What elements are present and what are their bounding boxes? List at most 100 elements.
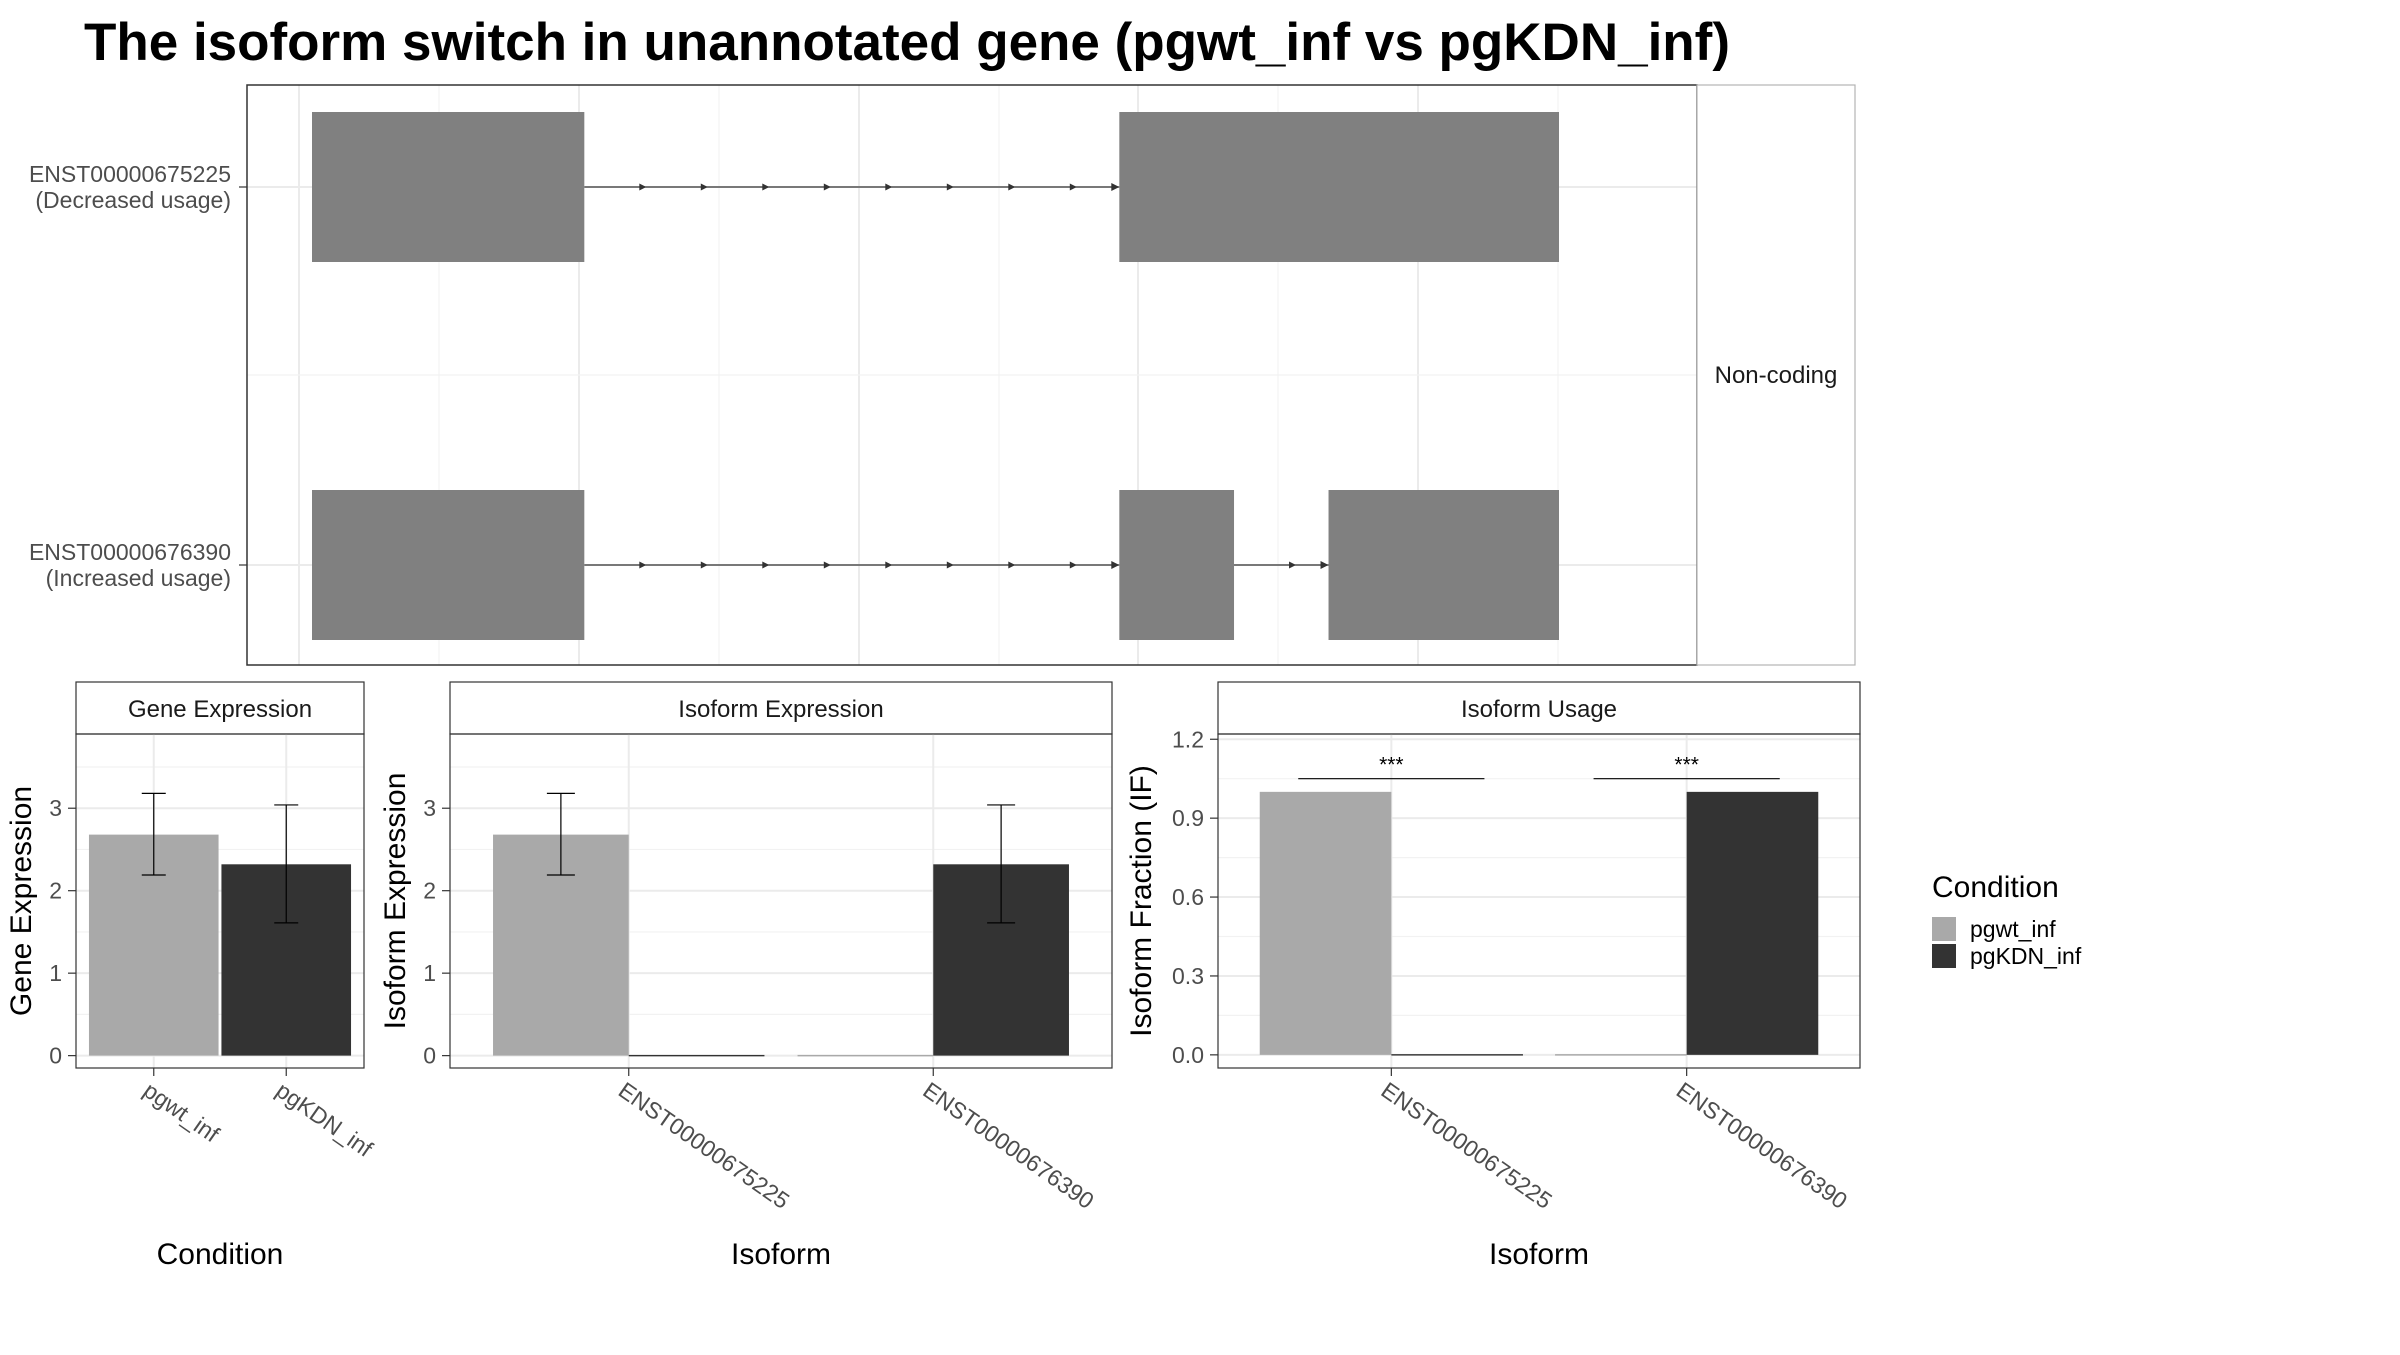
intron-direction-arrow <box>1008 183 1016 191</box>
isoform-usage-x-title: Isoform <box>1489 1238 1589 1271</box>
legend-title: Condition <box>1932 871 2059 904</box>
intron-direction-arrow <box>762 183 770 191</box>
gene-expression-errorbars <box>141 792 299 924</box>
use-x-tick-label-enst00000676390: ENST00000676390 <box>1672 1077 1852 1214</box>
isoform-usage-strip-title: Isoform Usage <box>1461 696 1617 723</box>
isoform-usage-note-enst00000676390: (Increased usage) <box>46 565 231 591</box>
isoform-expression-border <box>449 733 1113 1069</box>
intron-direction-arrow <box>700 561 708 569</box>
isoform-usage-strip <box>1217 681 1861 735</box>
isoform-expression-strip-title: Isoform Expression <box>678 696 883 723</box>
iso-y-tick-label: 0 <box>423 1043 436 1069</box>
exon-enst00000676390-3 <box>1328 490 1560 640</box>
isoform-axis-labels: ENST00000675225(Decreased usage) ENST0000… <box>29 161 247 591</box>
intron-direction-arrow <box>946 561 954 569</box>
use-y-tick-label: 0.3 <box>1172 963 1204 989</box>
intron-direction-arrow <box>1320 561 1329 569</box>
isoform-label-enst00000676390: ENST00000676390 <box>29 539 231 565</box>
intron-direction-arrow <box>700 183 708 191</box>
isoform-expression-bars <box>493 834 1069 1057</box>
gene-expression-border <box>75 733 365 1069</box>
use-bar-enst00000675225-pgwt-inf <box>1259 791 1392 1055</box>
iso-bar-enst00000675225-pgkdn-inf <box>628 1054 765 1057</box>
exon-enst00000675225-2 <box>1119 112 1560 262</box>
isoform-label-enst00000675225: ENST00000675225 <box>29 161 231 187</box>
gene-expression-y-ticks: 0 1 2 3 <box>49 795 76 1069</box>
gene-expression-strip-title: Gene Expression <box>128 696 312 723</box>
facet-label-non-coding: Non-coding <box>1715 362 1838 389</box>
intron-direction-arrow <box>946 183 954 191</box>
intron-direction-arrow <box>1008 561 1016 569</box>
gene-y-tick-label: 3 <box>49 795 62 821</box>
gene-expression-y-title: Gene Expression <box>5 786 38 1016</box>
gene-y-tick-label: 2 <box>49 878 62 904</box>
iso-x-tick-label-enst00000676390: ENST00000676390 <box>918 1077 1098 1214</box>
isoform-usage-note-enst00000675225: (Decreased usage) <box>35 187 231 213</box>
exon-enst00000675225-1 <box>312 112 585 262</box>
isoform-expression-y-title: Isoform Expression <box>379 773 412 1030</box>
iso-errorbar-enst00000676390-pgkdn-inf <box>987 804 1016 924</box>
legend-label-pgwt-inf: pgwt_inf <box>1970 916 2056 942</box>
structure-isoforms <box>312 112 1560 640</box>
isoform-usage-bars <box>1259 791 1819 1056</box>
isoform-expression-errorbars <box>546 792 1016 924</box>
transcript-structure-panel: Non-coding ENST00000675225(Decreased usa… <box>29 84 1856 666</box>
isoform-usage-y-ticks: 0.0 0.3 0.6 0.9 1.2 <box>1172 726 1218 1068</box>
intron-direction-arrow <box>1111 561 1120 569</box>
gene-y-tick-label: 1 <box>49 960 62 986</box>
iso-y-tick-label: 2 <box>423 878 436 904</box>
gene-expression-strip <box>75 681 365 735</box>
isoform-expression-y-ticks: 0 1 2 3 <box>423 795 450 1069</box>
isoform-usage-significance: *** *** <box>1298 754 1780 780</box>
iso-errorbar-enst00000675225-pgwt-inf <box>546 792 575 876</box>
intron-direction-arrow <box>762 561 770 569</box>
intron-direction-arrow <box>823 561 831 569</box>
isoform-expression-strip <box>449 681 1113 735</box>
intron-direction-arrow <box>1111 183 1120 191</box>
gene-x-tick-label-pgkdn-inf: pgKDN_inf <box>271 1077 378 1162</box>
legend-label-pgkdn-inf: pgKDN_inf <box>1970 943 2082 969</box>
condition-legend: Condition pgwt_inf pgKDN_inf <box>1932 871 2082 969</box>
isoform-usage-y-title: Isoform Fraction (IF) <box>1125 765 1158 1037</box>
iso-y-tick-label: 3 <box>423 795 436 821</box>
legend-key-pgwt-inf <box>1932 917 1956 941</box>
gene-expression-errorbar-pgkdn-inf <box>274 804 299 924</box>
exon-enst00000676390-2 <box>1119 490 1235 640</box>
intron-direction-arrow <box>1069 183 1077 191</box>
use-y-tick-label: 0.9 <box>1172 805 1204 831</box>
exon-enst00000676390-1 <box>312 490 585 640</box>
use-bar-enst00000676390-pgkdn-inf <box>1686 791 1819 1055</box>
gene-expression-bars <box>88 834 352 1056</box>
gene-expression-errorbar-pgwt-inf <box>141 792 166 876</box>
legend-key-pgkdn-inf <box>1932 944 1956 968</box>
gene-expression-panel: Gene Expression 0 1 2 3 pgwt_inf pgKDN_inf C… <box>5 681 378 1271</box>
significance-stars-enst00000676390: *** <box>1674 754 1699 777</box>
isoform-usage-panel: Isoform Usage *** *** 0.0 0.3 0.6 0.9 1.2 ENS… <box>1125 681 1861 1271</box>
use-y-tick-label: 0.0 <box>1172 1042 1204 1068</box>
use-y-tick-label: 1.2 <box>1172 726 1204 752</box>
intron-direction-arrow <box>639 183 647 191</box>
use-bar-enst00000675225-pgkdn-inf <box>1391 1054 1523 1056</box>
use-y-tick-label: 0.6 <box>1172 884 1204 910</box>
iso-x-tick-label-enst00000675225: ENST00000675225 <box>614 1077 794 1214</box>
intron-direction-arrow <box>823 183 831 191</box>
structure-facet-strip <box>1696 84 1856 666</box>
use-x-tick-label-enst00000675225: ENST00000675225 <box>1376 1077 1556 1214</box>
significance-stars-enst00000675225: *** <box>1379 754 1404 777</box>
isoform-expression-x-title: Isoform <box>731 1238 831 1271</box>
intron-direction-arrow <box>885 561 893 569</box>
isoform-expression-x-ticks: ENST00000675225 ENST00000676390 <box>614 1068 1099 1214</box>
intron-direction-arrow <box>1069 561 1077 569</box>
intron-direction-arrow <box>885 183 893 191</box>
isoform-usage-border <box>1217 733 1861 1069</box>
gene-expression-x-ticks: pgwt_inf pgKDN_inf <box>139 1068 378 1162</box>
gene-expression-x-title: Condition <box>157 1238 284 1271</box>
figure-title: The isoform switch in unannotated gene (… <box>84 13 1730 72</box>
gene-y-tick-label: 0 <box>49 1043 62 1069</box>
gene-x-tick-label-pgwt-inf: pgwt_inf <box>139 1077 225 1148</box>
intron-direction-arrow <box>639 561 647 569</box>
use-bar-enst00000676390-pgwt-inf <box>1555 1054 1687 1056</box>
